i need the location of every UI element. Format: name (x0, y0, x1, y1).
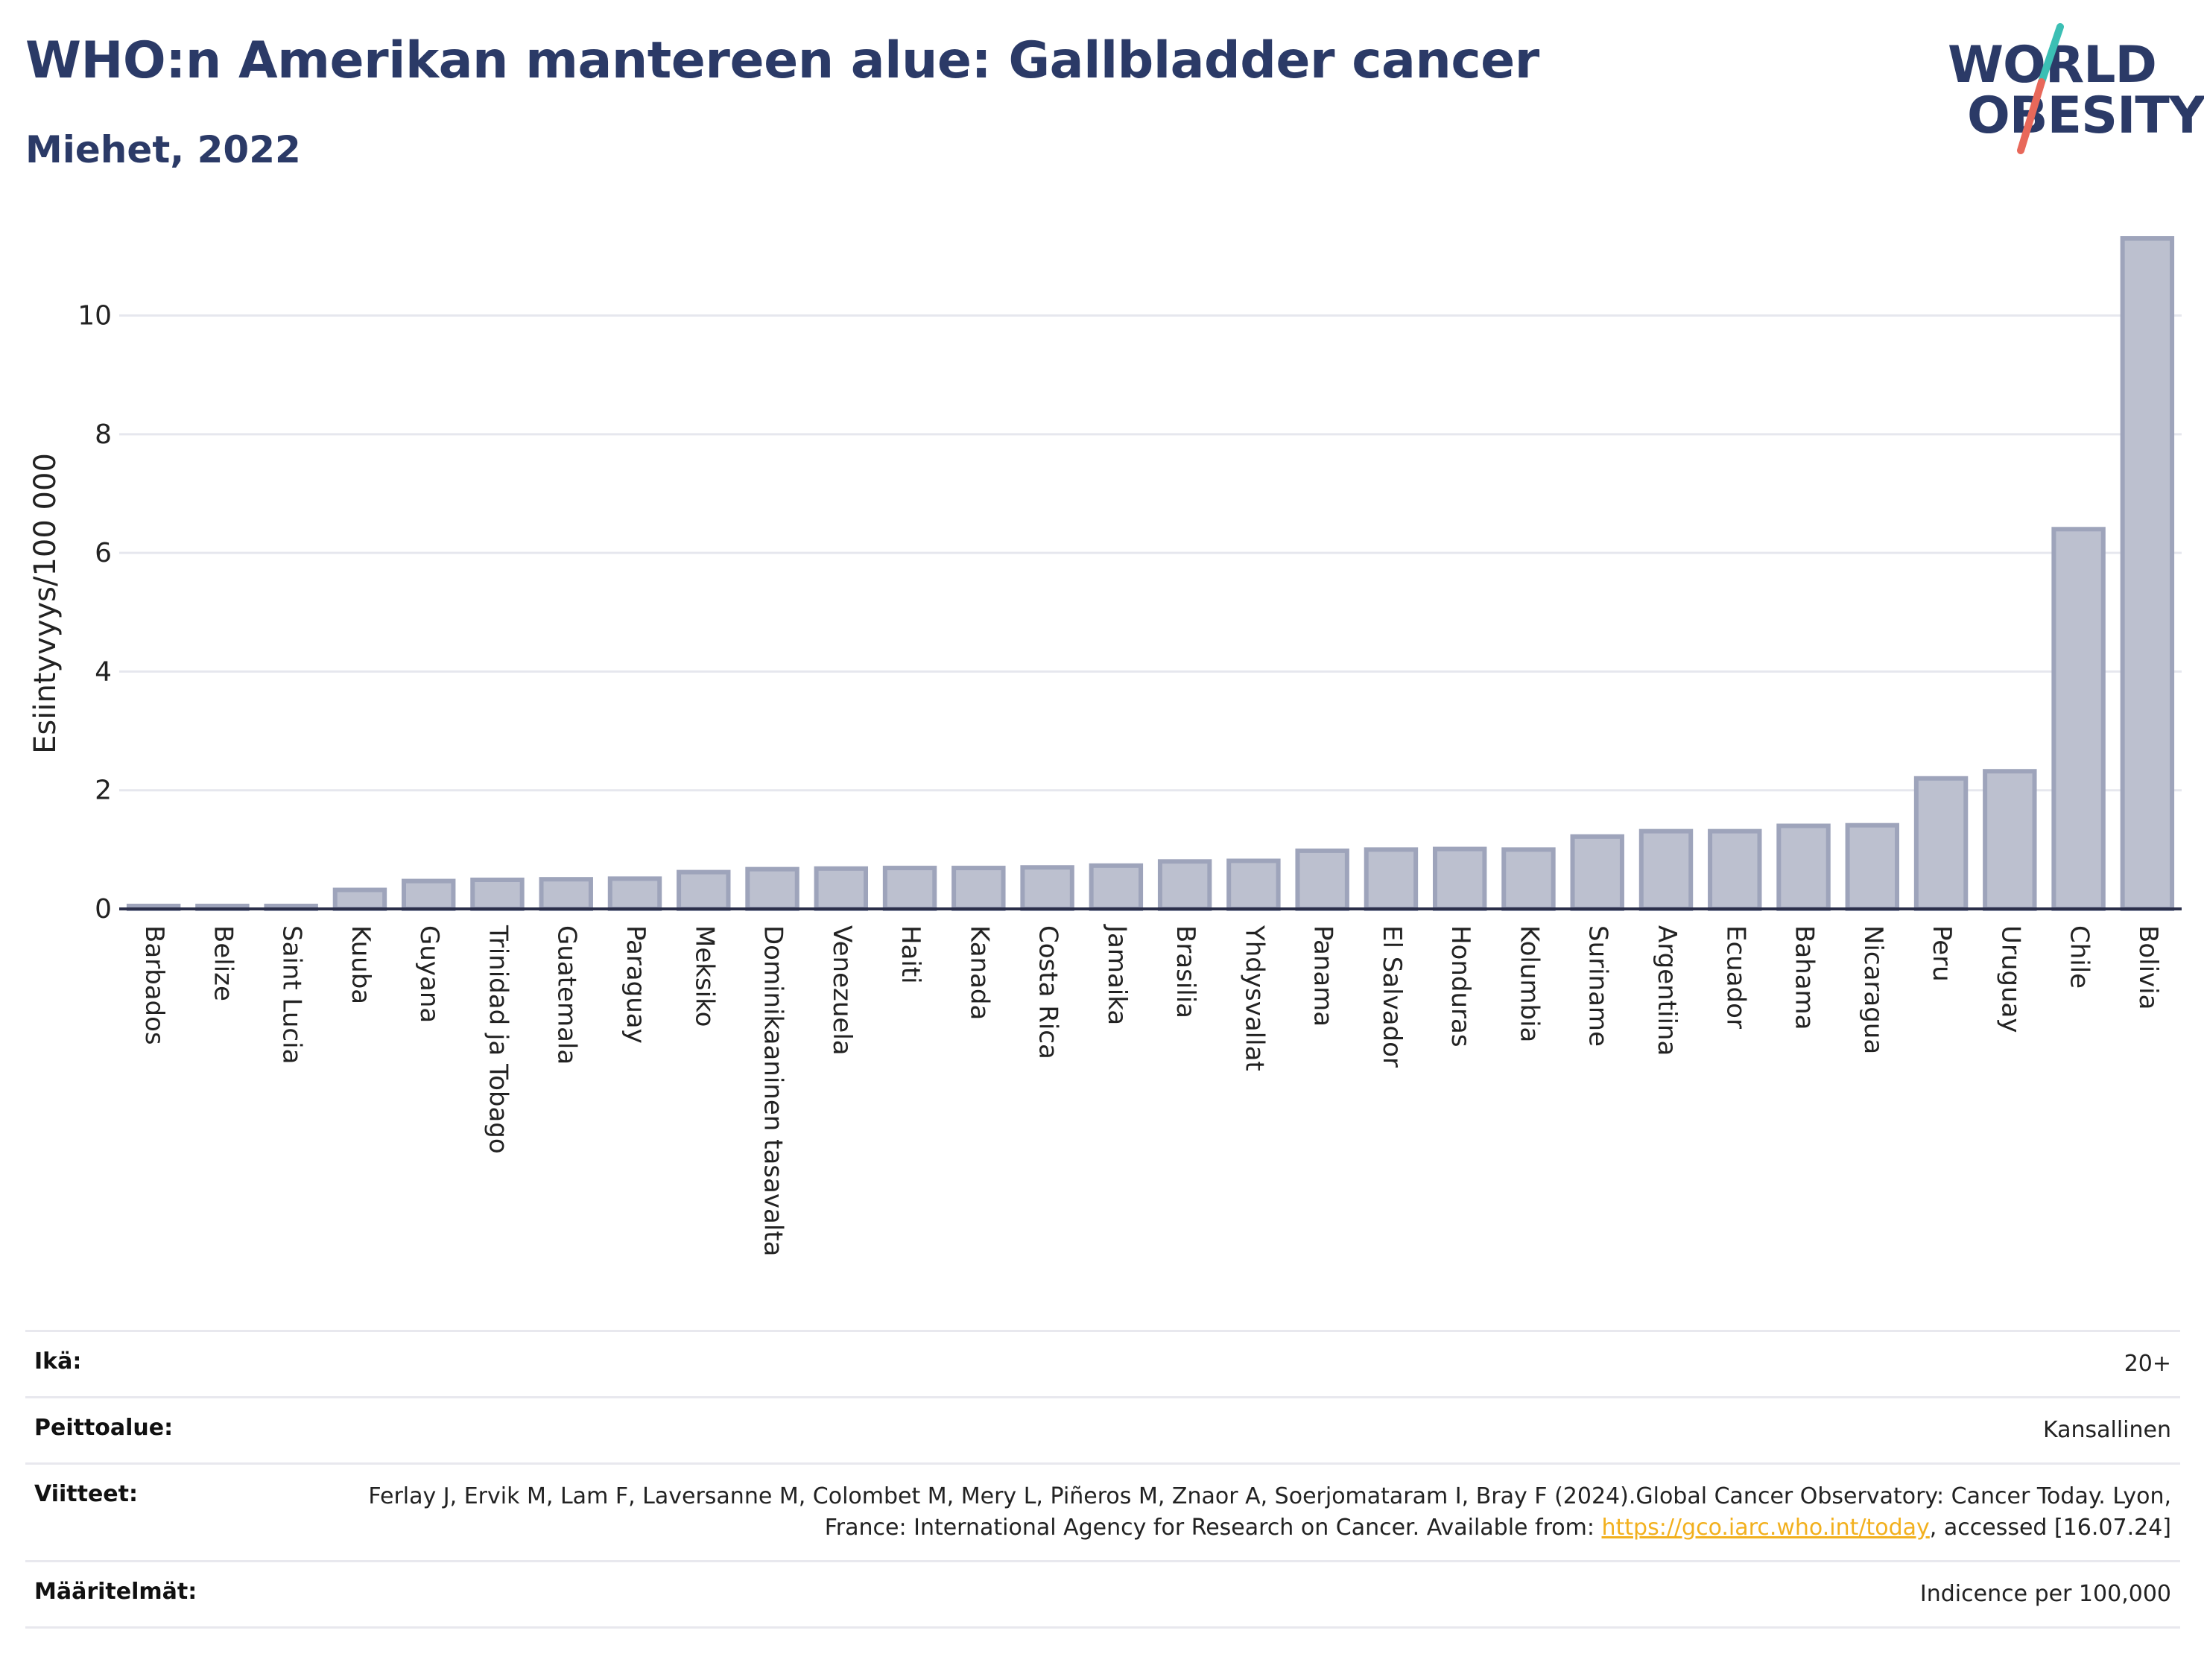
bar-uruguay (1983, 769, 2037, 912)
bar-kuuba (332, 887, 387, 911)
y-tick-label: 0 (95, 894, 112, 925)
y-tick-labels: 0 2 4 6 8 10 (77, 301, 112, 925)
bar-yhdysvallat (1226, 858, 1281, 912)
x-category-label: Jamaika (1102, 924, 1132, 1025)
logo-line-2: OBESITY (1967, 86, 2204, 145)
meta-value: 20+ (2124, 1351, 2171, 1377)
x-category-label: Barbados (139, 925, 169, 1045)
metadata-table: Ikä: 20+ Peittoalue: Kansallinen Viittee… (25, 1330, 2180, 1629)
meta-label: Määritelmät: (34, 1579, 197, 1605)
bar-argentiina (1638, 828, 1694, 911)
bar-venezuela (814, 866, 869, 911)
bar-guatemala (539, 877, 593, 912)
x-category-label: Chile (2065, 925, 2094, 989)
meta-row-coverage: Peittoalue: Kansallinen (25, 1396, 2180, 1462)
x-category-label: Suriname (1583, 925, 1613, 1047)
x-category-label: Meksiko (689, 925, 719, 1027)
x-category-label: Trinidad ja Tobago (483, 925, 513, 1154)
meta-value: Kansallinen (2042, 1417, 2171, 1443)
bar-chile (2051, 527, 2106, 911)
chart-subtitle: Miehet, 2022 (25, 128, 301, 171)
x-category-label: Bolivia (2133, 925, 2163, 1009)
bar-costa-rica (1020, 865, 1074, 912)
x-category-label: Guyana (414, 925, 444, 1023)
meta-value: Indicence per 100,000 (1919, 1581, 2171, 1607)
x-category-label: Kuuba (346, 925, 376, 1004)
meta-label: Ikä: (34, 1348, 82, 1375)
x-category-label: Costa Rica (1033, 925, 1063, 1059)
bar-ecuador (1708, 828, 1762, 911)
x-category-label: Kolumbia (1514, 925, 1544, 1042)
reference-accessed: , accessed [16.07.24] (1929, 1515, 2171, 1541)
x-category-label: Ecuador (1720, 925, 1750, 1029)
bar-el-salvador (1364, 847, 1419, 912)
meta-label: Viitteet: (34, 1481, 138, 1507)
bar-brasilia (1157, 859, 1212, 912)
bar-guyana (401, 878, 456, 911)
x-category-label: Brasilia (1171, 925, 1200, 1018)
bar-suriname (1570, 834, 1624, 911)
bar-meksiko (677, 869, 731, 911)
y-tick-label: 2 (95, 776, 112, 806)
x-category-label: Yhdysvallat (1239, 925, 1269, 1071)
bar-nicaragua (1845, 822, 1900, 911)
y-tick-label: 8 (95, 419, 112, 450)
x-category-label: Dominikaaninen tasavalta (759, 925, 788, 1256)
y-tick-label: 10 (77, 301, 112, 332)
y-tick-label: 6 (95, 538, 112, 568)
x-category-label: Kanada (964, 925, 994, 1020)
meta-row-definitions: Määritelmät: Indicence per 100,000 (25, 1560, 2180, 1629)
bar-peru (1913, 776, 1969, 911)
bar-kanada (951, 866, 1006, 912)
x-category-labels: Barbados Belize Saint Lucia Kuuba Guyana Trin… (139, 924, 2163, 1256)
x-category-label: Saint Lucia (277, 925, 307, 1064)
bar-paraguay (607, 876, 662, 912)
bar-haiti (882, 866, 937, 912)
x-category-label: Guatemala (552, 925, 582, 1065)
grid-lines (119, 314, 2182, 792)
bar-chart: 0 2 4 6 8 10 Barbados Belize Saint Lucia Kuuba Gu… (28, 236, 2182, 1256)
x-category-label: Bahama (1790, 925, 1820, 1030)
y-tick-label: 4 (95, 656, 112, 687)
chart-title: WHO:n Amerikan mantereen alue: Gallbladd… (25, 31, 1539, 90)
bar-bolivia (2120, 236, 2175, 911)
x-category-label: Panama (1308, 925, 1338, 1027)
x-category-label: El Salvador (1377, 925, 1407, 1068)
x-category-label: Nicaragua (1858, 925, 1888, 1054)
bar-trinidad-ja-tobago (470, 877, 525, 911)
bar-honduras (1432, 846, 1487, 911)
x-category-label: Uruguay (1995, 925, 2025, 1033)
meta-label: Peittoalue: (34, 1415, 174, 1441)
reference-link[interactable]: https://gco.iarc.who.int/today (1601, 1515, 1930, 1541)
logo-slash-icon (2017, 23, 2064, 154)
bar-dominikaaninen-tasavalta (745, 866, 799, 911)
meta-row-references: Viitteet: Ferlay J, Ervik M, Lam F, Lave… (25, 1462, 2180, 1560)
reference-text: Ferlay J, Ervik M, Lam F, Laversanne M, … (368, 1483, 2171, 1541)
bar-bahama (1776, 823, 1831, 912)
meta-row-age: Ikä: 20+ (25, 1330, 2180, 1396)
meta-value: Ferlay J, Ervik M, Lam F, Laversanne M, … (308, 1481, 2171, 1544)
world-obesity-logo: WORLD OBESITY (1937, 22, 2204, 156)
bar-kolumbia (1501, 847, 1556, 912)
x-category-label: Haiti (896, 925, 925, 984)
bar-jamaika (1089, 863, 1144, 911)
bars (126, 236, 2175, 912)
bar-panama (1295, 848, 1349, 911)
x-category-label: Peru (1927, 925, 1957, 982)
x-category-label: Paraguay (621, 925, 650, 1044)
x-category-label: Honduras (1445, 925, 1475, 1047)
x-category-label: Venezuela (827, 925, 857, 1056)
x-category-label: Belize (208, 925, 238, 1001)
y-axis-title: Esiintyvyys/100 000 (28, 453, 63, 754)
x-category-label: Argentiina (1652, 925, 1682, 1056)
